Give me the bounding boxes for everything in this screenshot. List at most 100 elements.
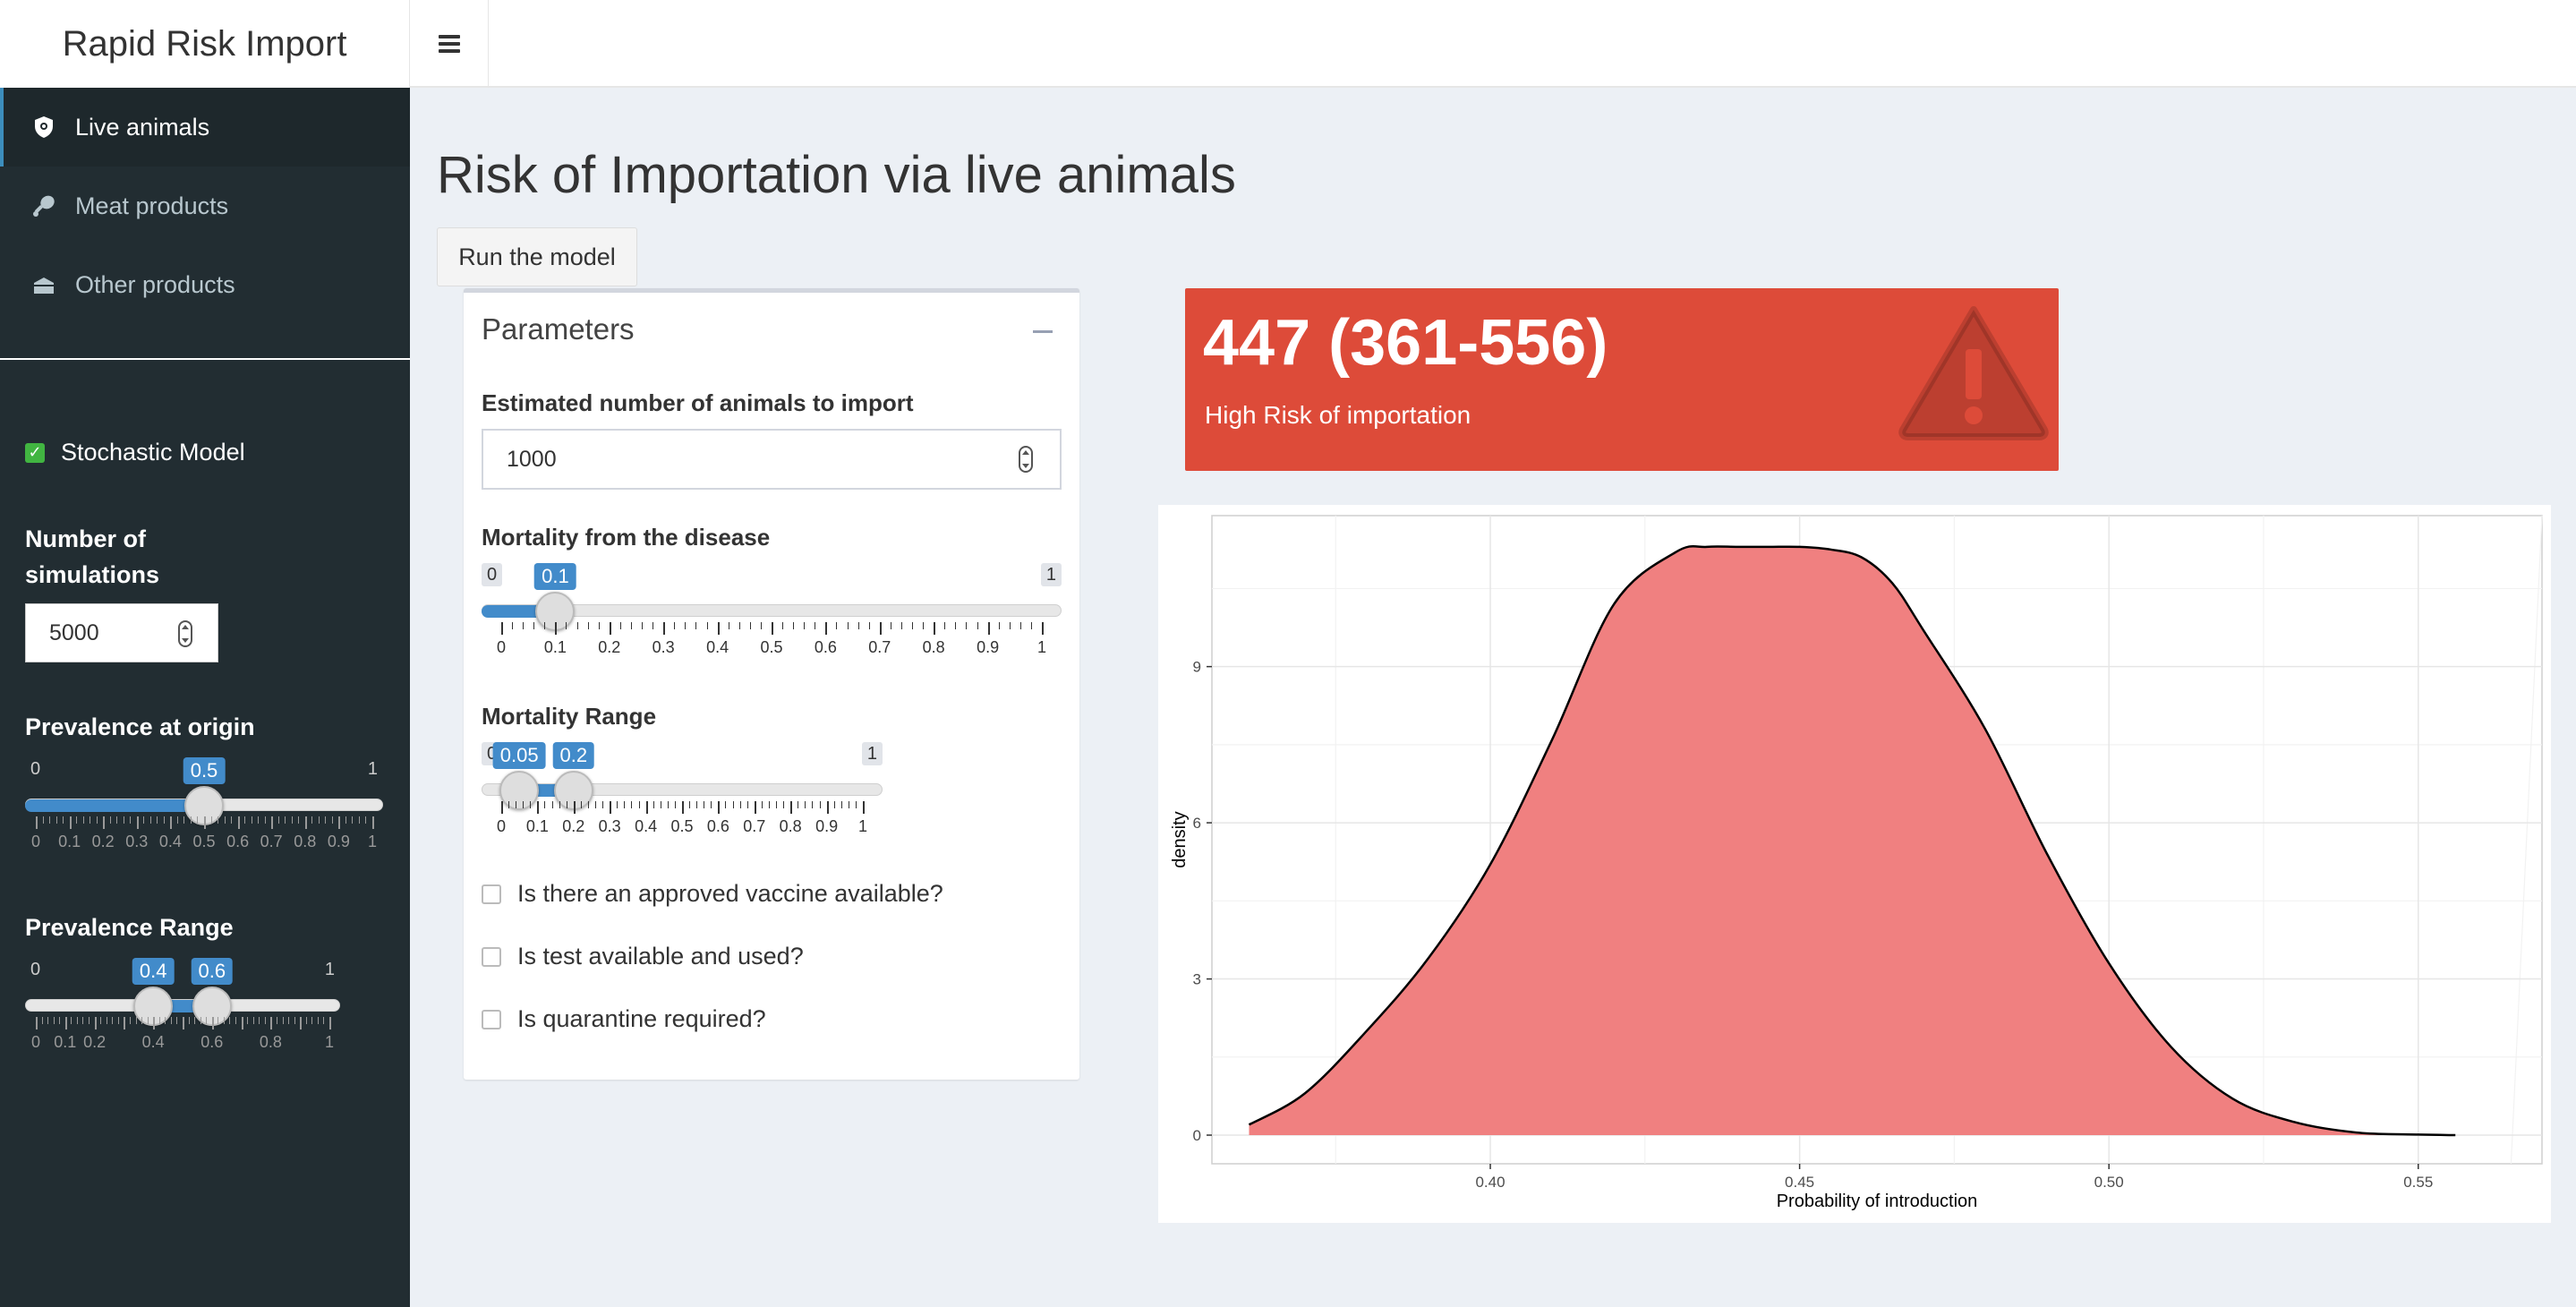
slider-tick xyxy=(610,801,612,814)
prevalence-range-slider[interactable]: 0 1 0.4 0.6 0 0.1 0.2 0.4 0.6 0.8 1 xyxy=(25,958,340,1056)
simulations-input[interactable]: 5000 xyxy=(25,603,218,662)
slider-tick xyxy=(923,622,925,629)
slider-tick-label: 0.8 xyxy=(922,638,945,656)
page-title: Risk of Importation via live animals xyxy=(437,146,1236,204)
slider-tick xyxy=(47,1017,49,1024)
slider-tick xyxy=(523,622,525,629)
slider-tick xyxy=(955,622,957,629)
slider-tick xyxy=(197,816,199,824)
slider-tick xyxy=(288,1017,290,1024)
mortality-slider[interactable]: 0 1 0.1 0 0.1 0.2 0.3 0.4 0.5 0.6 0.7 0.8 0.9 1 xyxy=(482,563,1062,662)
slider-tick xyxy=(304,816,307,829)
slider-tick xyxy=(89,1017,90,1024)
sidebar-item-meat-products[interactable]: Meat products xyxy=(0,167,410,245)
sidebar-item-other-products[interactable]: Other products xyxy=(0,245,410,324)
y-tick-label: 6 xyxy=(1193,815,1201,832)
sidebar-item-live-animals[interactable]: Live animals xyxy=(0,88,410,167)
spinner-icon[interactable] xyxy=(178,620,192,647)
y-tick-label: 3 xyxy=(1193,971,1201,988)
parameters-box: Parameters Estimated number of animals t… xyxy=(464,288,1079,1080)
slider-min-label: 0 xyxy=(30,759,41,779)
app-brand[interactable]: Rapid Risk Import xyxy=(0,0,410,88)
slider-tick xyxy=(63,816,64,824)
quarantine-checkbox[interactable]: Is quarantine required? xyxy=(482,1005,766,1033)
spinner-icon[interactable] xyxy=(1019,446,1033,473)
slider-tick xyxy=(868,622,870,629)
y-tick-label: 9 xyxy=(1193,659,1201,676)
slider-tick xyxy=(826,801,829,814)
slider-handle[interactable] xyxy=(499,771,540,810)
slider-tick xyxy=(211,1017,214,1029)
animals-input[interactable]: 1000 xyxy=(482,429,1062,490)
slider-tick xyxy=(663,622,666,635)
slider-fill xyxy=(25,799,204,812)
app-title: Rapid Risk Import xyxy=(62,23,347,64)
slider-tick-label: 0.6 xyxy=(226,833,250,850)
run-model-button[interactable]: Run the model xyxy=(437,227,637,286)
slider-tick xyxy=(136,816,139,829)
slider-tick xyxy=(847,622,849,629)
slider-tick xyxy=(82,816,84,824)
slider-tick-label: 0.8 xyxy=(779,817,802,835)
x-axis: 0.40 0.45 0.50 0.55 xyxy=(1475,1164,2433,1191)
slider-tick xyxy=(609,622,611,635)
slider-tick xyxy=(252,1017,254,1024)
slider-tick-label: 0.9 xyxy=(977,638,1000,656)
collapse-minus-icon[interactable] xyxy=(1033,330,1053,333)
slider-tick xyxy=(523,801,525,808)
slider-tick-label: 0 xyxy=(496,817,507,835)
slider-tick xyxy=(188,1017,190,1024)
density-line xyxy=(1248,544,2456,1137)
hamburger-icon xyxy=(438,35,460,53)
slider-tick xyxy=(165,1017,166,1024)
slider-tick xyxy=(804,622,806,629)
slider-tick xyxy=(224,816,226,824)
slider-tick xyxy=(711,801,712,808)
risk-value-box: 447 (361-556) High Risk of importation xyxy=(1185,288,2059,471)
slider-max-label: 1 xyxy=(367,759,378,779)
slider-tick xyxy=(116,816,118,824)
slider-tick xyxy=(264,816,266,824)
slider-tick xyxy=(331,816,333,824)
vaccine-label: Is there an approved vaccine available? xyxy=(517,880,943,907)
vaccine-checkbox[interactable]: Is there an approved vaccine available? xyxy=(482,880,943,908)
sidebar-toggle-button[interactable] xyxy=(410,0,489,88)
slider-tick xyxy=(325,816,327,824)
slider-tick xyxy=(94,1017,97,1029)
slider-tick-label: 1 xyxy=(1036,638,1047,656)
slider-tick xyxy=(129,1017,131,1024)
slider-tick xyxy=(42,816,44,824)
slider-tick xyxy=(783,801,785,808)
slider-tick xyxy=(259,1017,260,1024)
quarantine-label: Is quarantine required? xyxy=(517,1005,766,1032)
stochastic-model-checkbox[interactable]: ✓ Stochastic Model xyxy=(25,439,245,466)
slider-tick-label: 0.4 xyxy=(706,638,729,656)
slider-tick xyxy=(55,816,57,824)
slider-tick-label: 1 xyxy=(324,1033,335,1051)
slider-tick xyxy=(559,801,560,808)
slider-tick xyxy=(501,622,503,635)
slider-tick xyxy=(1009,622,1011,629)
density-chart-svg: 0.40 0.45 0.50 0.55 0 3 6 9 Probability of int… xyxy=(1170,515,2543,1211)
sidebar-item-label: Meat products xyxy=(75,192,229,219)
slider-tick-label: 0.4 xyxy=(635,817,658,835)
slider-tick xyxy=(117,1017,119,1024)
test-checkbox[interactable]: Is test available and used? xyxy=(482,943,804,970)
slider-tick xyxy=(285,816,286,824)
slider-tick xyxy=(176,816,178,824)
slider-tick xyxy=(530,801,532,808)
slider-tick xyxy=(667,801,669,808)
slider-tick-label: 0 xyxy=(496,638,507,656)
slider-tick xyxy=(900,622,902,629)
prevalence-slider[interactable]: 0 1 0.5 0 0.1 0.2 0.3 0.4 0.5 0.6 0.7 0.8 0.9 1 xyxy=(25,757,383,856)
risk-value: 447 (361-556) xyxy=(1203,307,1608,379)
slider-max-label: 1 xyxy=(861,742,883,765)
slider-max-label: 1 xyxy=(324,960,335,979)
mortality-range-slider[interactable]: 0 1 0.05 0.2 0 0.1 0.2 0.3 0.4 0.5 0.6 0.7 0.8 0.9 1 xyxy=(482,742,883,841)
grid-line-minor xyxy=(2510,515,2543,1165)
slider-tick-label: 0.3 xyxy=(652,638,675,656)
drumstick-icon xyxy=(32,194,55,218)
slider-tick xyxy=(696,801,698,808)
slider-value-bubble: 0.1 xyxy=(534,563,576,590)
slider-tick-label: 0.6 xyxy=(200,1033,224,1051)
